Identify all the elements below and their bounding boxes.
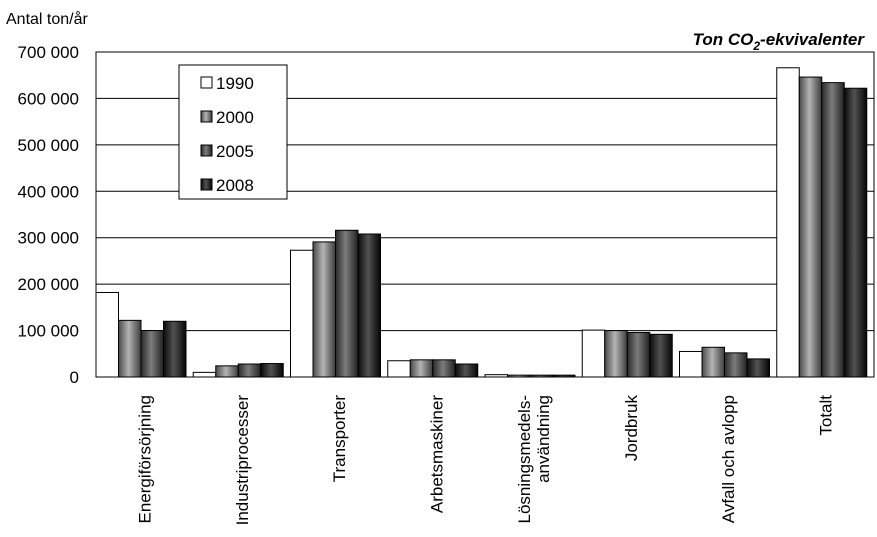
bar-2005 [237,363,262,378]
bar-1990 [387,360,411,378]
y-unit-label: Antal ton/år [6,10,89,28]
bar-2008 [843,87,868,378]
bar-2008 [746,358,770,378]
y-tick-label: 200 000 [18,275,79,294]
y-axis-ticks: 0 100 000 200 000 300 000 400 000 500 000 600 … [18,43,79,387]
x-tick-label: Arbetsmaskiner [427,395,446,513]
x-tick-label: Energiförsörjning [136,395,155,524]
legend: 1990 2000 2005 2008 [178,64,288,200]
bar-1990 [776,67,800,378]
bar-2000 [798,76,823,378]
legend-swatch-2005 [200,144,213,157]
bar-2005 [626,331,651,378]
chart-title-main: Ton CO [693,30,754,49]
bar-2008 [163,320,187,378]
chart-title-rest: -ekvivalenter [760,30,865,49]
x-axis-labels: Energiförsörjning Industriprocesser Transp… [136,395,836,526]
bar-2005 [432,359,456,378]
bar-2000 [604,330,628,378]
bar-2005 [821,82,845,378]
legend-box [178,64,288,200]
bar-2000 [215,365,239,378]
bar-2008 [357,233,381,378]
bar-1990 [581,329,606,378]
y-tick-label: 300 000 [18,229,79,248]
bar-1990 [679,350,703,378]
x-tick-label: användning [534,395,553,483]
x-tick-label: Totalt [816,395,835,436]
bar-2000 [409,359,434,378]
chart-title: Ton CO2-ekvivalenter [693,30,866,53]
bar-1990 [95,292,119,378]
x-tick-label: Avfall och avlopp [719,395,738,523]
bar-1990 [290,249,314,378]
x-tick-label: Industriprocesser [233,395,252,526]
x-tick-label: Transporter [330,395,349,483]
y-tick-label: 100 000 [18,322,79,341]
bar-2008 [454,363,479,378]
bar-2000 [312,241,336,378]
legend-swatch-1990 [200,76,213,89]
x-tick-label: Jordbruk [622,395,641,462]
legend-swatch-2008 [200,178,213,191]
bars [95,67,868,378]
bar-2008 [260,363,284,378]
y-tick-label: 500 000 [18,136,79,155]
chart-title-subscript: 2 [752,39,760,53]
bar-1990 [192,371,217,378]
bar-2000 [701,346,725,378]
x-tick-label: Lösningsmedels- [515,395,534,524]
legend-label-1990: 1990 [216,74,254,93]
legend-label-2008: 2008 [216,176,254,195]
y-tick-label: 600 000 [18,89,79,108]
bar-2000 [118,319,142,378]
y-tick-label: 0 [70,368,79,387]
bar-2005 [724,352,748,378]
y-tick-label: 700 000 [18,43,79,62]
bar-2008 [649,333,673,378]
plot-frame [95,51,875,378]
legend-label-2005: 2005 [216,142,254,161]
bar-2005 [140,330,164,378]
legend-label-2000: 2000 [216,108,254,127]
bar-2005 [335,229,359,378]
legend-swatch-2000 [200,110,213,123]
y-tick-label: 400 000 [18,182,79,201]
